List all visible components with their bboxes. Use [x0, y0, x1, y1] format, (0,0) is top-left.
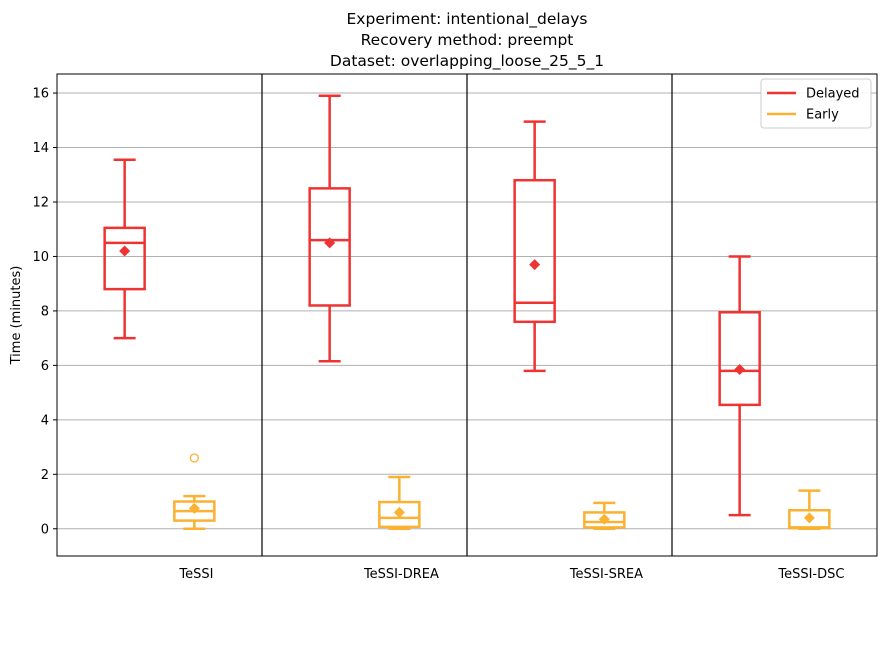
box-early-3 — [788, 489, 831, 531]
y-tick-label: 14 — [32, 141, 49, 156]
axes: 0 2 4 6 8 10 12 14 16 TeSSI TeSSI-DREA TeSSI-SREA Te… — [32, 73, 878, 582]
x-tick-label: TeSSI — [178, 567, 213, 582]
mean-marker — [119, 245, 131, 257]
y-tick-label: 2 — [41, 468, 49, 483]
y-tick-label: 12 — [32, 195, 49, 210]
box-body — [583, 511, 626, 529]
mean-marker — [393, 506, 405, 518]
legend-label: Early — [806, 108, 839, 123]
x-tick-label: TeSSI-SREA — [569, 567, 643, 582]
box-body — [513, 178, 556, 324]
box-body — [308, 187, 351, 307]
mean-marker — [324, 237, 336, 249]
mean-marker — [734, 363, 746, 375]
outlier-point — [189, 453, 200, 463]
box-delayed-3 — [718, 255, 761, 517]
y-tick-label: 10 — [32, 250, 49, 265]
legend: Delayed Early — [760, 78, 872, 129]
legend-box — [760, 78, 872, 129]
box-delayed-0 — [103, 158, 146, 340]
y-tick-label: 8 — [41, 304, 49, 319]
legend-label: Delayed — [806, 87, 860, 102]
box-early-2 — [583, 501, 626, 531]
box-delayed-2 — [513, 120, 556, 373]
box-early-0 — [173, 453, 216, 531]
y-tick-label: 6 — [41, 359, 49, 374]
x-tick-label: TeSSI-DREA — [363, 567, 439, 582]
mean-marker — [529, 259, 541, 271]
mean-marker — [598, 513, 610, 525]
title-line-1: Experiment: intentional_delays — [347, 10, 588, 29]
box-body — [378, 500, 421, 529]
title-line-3: Dataset: overlapping_loose_25_5_1 — [330, 52, 604, 71]
title-line-2: Recovery method: preempt — [361, 31, 574, 49]
box-body — [718, 311, 761, 407]
y-tick-label: 0 — [41, 522, 49, 537]
box-body — [103, 226, 146, 291]
box-marks — [103, 94, 831, 531]
y-tick-label: 16 — [32, 87, 49, 102]
y-tick-label: 4 — [41, 413, 49, 428]
chart-title: Experiment: intentional_delays Recovery … — [330, 10, 604, 71]
box-delayed-1 — [308, 94, 351, 363]
x-tick-label: TeSSI-DSC — [777, 567, 844, 582]
y-axis-label: Time (minutes) — [9, 266, 24, 366]
box-early-1 — [378, 475, 421, 531]
mean-marker — [803, 512, 815, 524]
mean-marker — [188, 502, 200, 514]
